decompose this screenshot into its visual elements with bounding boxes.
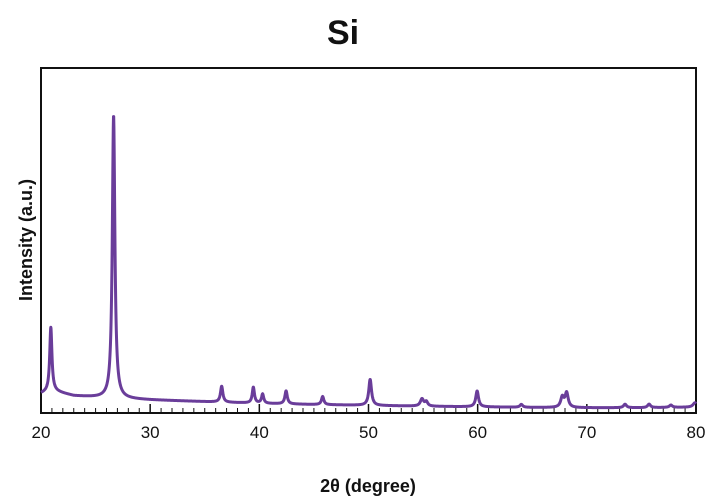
x-axis-label: 2θ (degree)	[320, 476, 416, 496]
plot-frame	[40, 67, 697, 414]
series-line-si	[39, 115, 698, 410]
chart-title: Si	[327, 14, 359, 52]
x-tick-label: 40	[250, 423, 269, 442]
x-tick-label: 60	[468, 423, 487, 442]
x-tick-label: 50	[359, 423, 378, 442]
x-tick-label: 80	[687, 423, 706, 442]
y-axis-label: Intensity (a.u.)	[16, 179, 36, 301]
x-tick-label: 70	[577, 423, 596, 442]
plot-area	[39, 67, 698, 414]
x-tick-label: 20	[32, 423, 51, 442]
x-tick-label: 30	[141, 423, 160, 442]
x-tick-labels: 20 30 40 50 60 70 80	[32, 423, 706, 442]
